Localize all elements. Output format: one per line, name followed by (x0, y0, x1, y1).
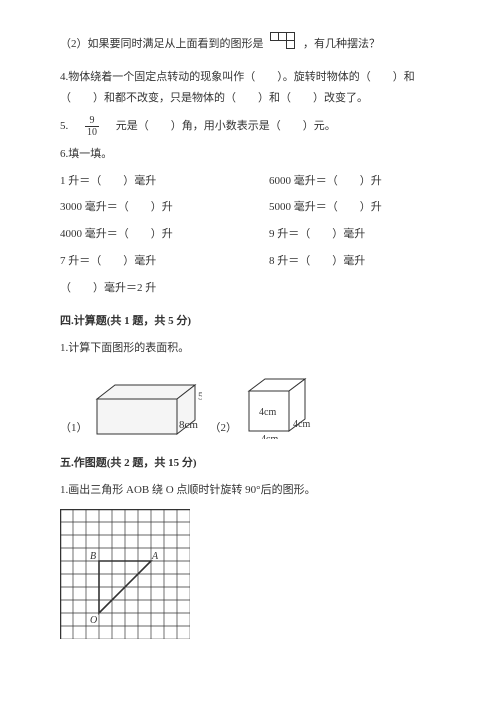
fig1-cuboid: 5cm 8cm 10cm (92, 374, 202, 439)
q5-lead: 5. (60, 120, 79, 132)
svg-text:5cm: 5cm (198, 390, 202, 402)
q6-cell-left: 3000 毫升＝（ ）升 (60, 197, 269, 218)
fig2-cube: 4cm 4cm 4cm (241, 369, 321, 439)
fig1-label: （1） (60, 418, 88, 439)
svg-text:A: A (151, 551, 159, 562)
svg-text:8cm: 8cm (179, 419, 198, 431)
q6-cell-right: 6000 毫升＝（ ）升 (269, 171, 440, 192)
q6-row: 1 升＝（ ）毫升6000 毫升＝（ ）升 (60, 171, 440, 192)
q6-cell-right: 9 升＝（ ）毫升 (269, 224, 440, 245)
sec5-q1: 1.画出三角形 AOB 绕 O 点顺时针旋转 90°后的图形。 (60, 480, 440, 501)
q6-cell-right: 5000 毫升＝（ ）升 (269, 197, 440, 218)
q5-tail: 元是（ ）角，用小数表示是（ ）元。 (105, 120, 336, 132)
rotation-grid-figure: O A B (60, 509, 190, 639)
fig2-label: （2） (210, 418, 238, 439)
q4-text: 4.物体绕着一个固定点转动的现象叫作（ ）。旋转时物体的（ ）和（ ）和都不改变… (60, 67, 440, 109)
q6-cell-left: 1 升＝（ ）毫升 (60, 171, 269, 192)
q6-row: 4000 毫升＝（ ）升9 升＝（ ）毫升 (60, 224, 440, 245)
q2-suffix: ，有几种摆法？ (303, 38, 380, 50)
q6-cell-right (269, 278, 440, 299)
q6-table: 1 升＝（ ）毫升6000 毫升＝（ ）升3000 毫升＝（ ）升5000 毫升… (60, 171, 440, 299)
svg-text:4cm: 4cm (259, 407, 276, 418)
q6-cell-left: 4000 毫升＝（ ）升 (60, 224, 269, 245)
svg-text:4cm: 4cm (293, 419, 310, 430)
section-4-heading: 四.计算题(共 1 题，共 5 分) (60, 311, 440, 332)
sec4-q1: 1.计算下面图形的表面积。 (60, 338, 440, 359)
q2-top-view-icon (270, 32, 296, 57)
q6-cell-left: 7 升＝（ ）毫升 (60, 251, 269, 272)
section-5-heading: 五.作图题(共 2 题，共 15 分) (60, 453, 440, 474)
svg-text:O: O (90, 615, 97, 626)
q6-cell-right: 8 升＝（ ）毫升 (269, 251, 440, 272)
q5-fraction: 9 10 (85, 115, 99, 138)
q2-prefix: （2）如果要同时满足从上面看到的图形是 (60, 38, 264, 50)
svg-text:B: B (90, 551, 96, 562)
q6-row: 3000 毫升＝（ ）升5000 毫升＝（ ）升 (60, 197, 440, 218)
q6-row: （ ）毫升＝2 升 (60, 278, 440, 299)
q5-denominator: 10 (85, 127, 99, 138)
svg-text:10cm: 10cm (125, 437, 150, 439)
q6-heading: 6.填一填。 (60, 144, 440, 165)
q5-numerator: 9 (85, 115, 99, 127)
q6-cell-left: （ ）毫升＝2 升 (60, 278, 269, 299)
q6-row: 7 升＝（ ）毫升8 升＝（ ）毫升 (60, 251, 440, 272)
svg-text:4cm: 4cm (261, 434, 278, 439)
